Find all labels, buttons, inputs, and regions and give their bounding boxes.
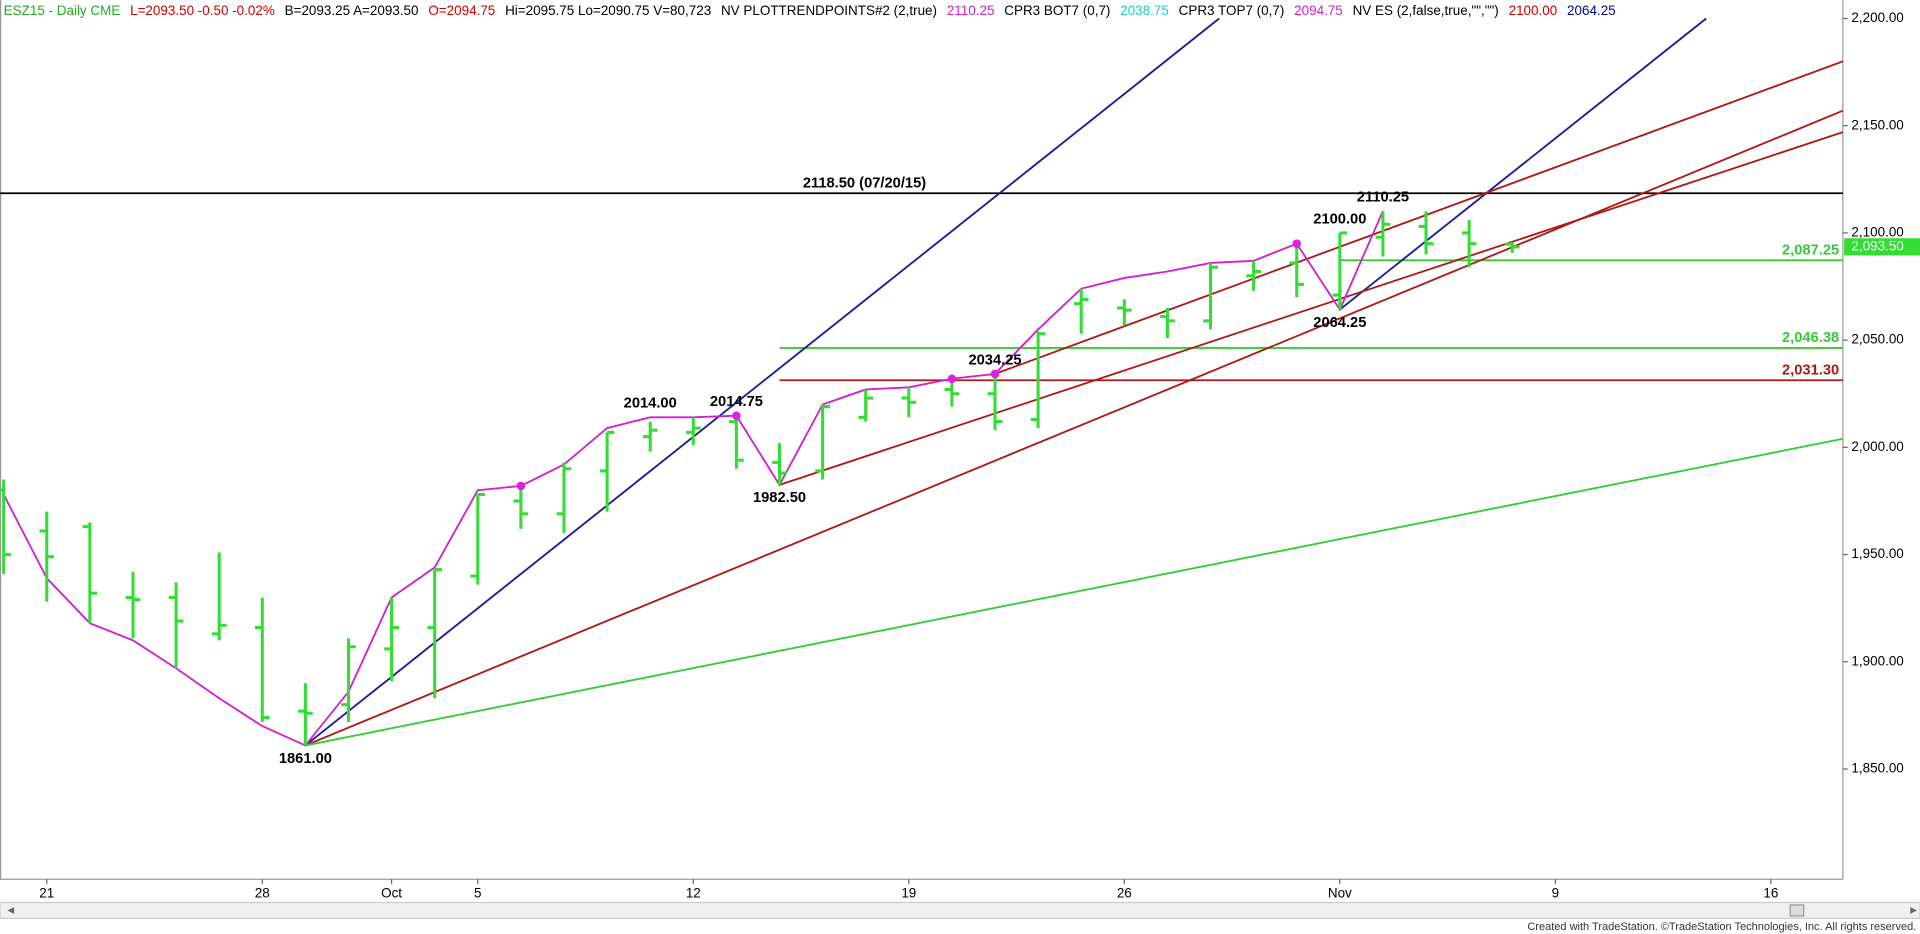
header-item: NV ES (2,false,true,"",""): [1353, 3, 1499, 18]
annotation: 2110.25: [1357, 189, 1409, 205]
level-label: 2,087.25: [1782, 242, 1839, 258]
y-tick-label: 1,950.00: [1851, 546, 1903, 561]
x-tick-label: 9: [1552, 885, 1559, 900]
header-item: CPR3 BOT7 (0,7): [1004, 3, 1110, 18]
annotation: 2064.25: [1313, 315, 1366, 331]
header-item: 2100.00: [1509, 3, 1558, 18]
y-tick-label: 2,000.00: [1851, 439, 1903, 454]
level-label: 2,031.30: [1782, 362, 1839, 378]
y-tick-label: 2,200.00: [1851, 10, 1903, 25]
x-tick-label: 21: [39, 885, 54, 900]
footer: Created with TradeStation. ©TradeStation…: [1527, 921, 1916, 933]
y-tick-label: 2,050.00: [1851, 332, 1903, 347]
header-item: Hi=2095.75 Lo=2090.75 V=80,723: [505, 3, 711, 18]
header-item: ESZ15 - Daily CME: [4, 3, 121, 18]
trendline: [779, 131, 1844, 486]
swing-point: [1292, 239, 1302, 248]
swing-point: [990, 369, 1000, 379]
y-tick-label: 2,150.00: [1851, 117, 1903, 132]
header-item: 2094.75: [1294, 3, 1343, 18]
trendline: [304, 17, 1220, 747]
x-tick-label: 19: [901, 885, 916, 900]
swing-point: [516, 481, 526, 491]
swing-point: [947, 374, 957, 384]
x-tick-label: 26: [1117, 885, 1132, 900]
header-item: L=2093.50 -0.50 -0.02%: [130, 3, 275, 18]
y-tick-label: 1,900.00: [1851, 653, 1903, 668]
x-tick-label: Nov: [1328, 885, 1352, 900]
x-tick-label: 5: [474, 885, 481, 900]
header-item: NV PLOTTRENDPOINTS#2 (2,true): [721, 3, 937, 18]
annotation: 1982.50: [753, 490, 806, 506]
y-tick-label: 1,850.00: [1851, 761, 1903, 776]
trendline: [994, 60, 1844, 375]
swing-point: [732, 411, 741, 421]
y-tick-label: 2,100.00: [1851, 224, 1903, 239]
annotation: 1861.00: [279, 751, 332, 767]
header-item: O=2094.75: [428, 3, 495, 18]
header-item: 2110.25: [947, 3, 995, 18]
header-item: 2038.75: [1120, 3, 1169, 18]
x-tick-label: 12: [686, 885, 701, 900]
x-tick-label: Oct: [381, 885, 402, 900]
annotation: 2014.00: [624, 396, 677, 412]
header-item: B=2093.25 A=2093.50: [285, 3, 419, 18]
level-label: 2,046.38: [1782, 330, 1839, 346]
annotation: 2034.25: [968, 352, 1021, 368]
trendline: [1339, 17, 1707, 311]
swing-line: [2, 210, 1384, 747]
scroll-left[interactable]: ◂: [7, 902, 14, 917]
header-item: CPR3 TOP7 (0,7): [1179, 3, 1285, 18]
annotation: 2100.00: [1313, 211, 1366, 227]
level-label: 2118.50 (07/20/15): [803, 175, 926, 191]
header-item: 2064.25: [1567, 3, 1616, 18]
scrollbar[interactable]: [0, 901, 1920, 920]
last-price-box: [1844, 238, 1920, 256]
scroll-thumb[interactable]: [1789, 904, 1805, 917]
last-price-label: 2,093.50: [1851, 238, 1903, 253]
x-tick-label: 28: [255, 885, 270, 900]
trendline: [305, 437, 1844, 747]
x-tick-label: 16: [1763, 885, 1778, 900]
annotation: 2014.75: [710, 394, 763, 410]
scroll-right[interactable]: ▸: [1910, 902, 1917, 917]
header: ESZ15 - Daily CME L=2093.50 -0.50 -0.02% B…: [4, 3, 1616, 18]
